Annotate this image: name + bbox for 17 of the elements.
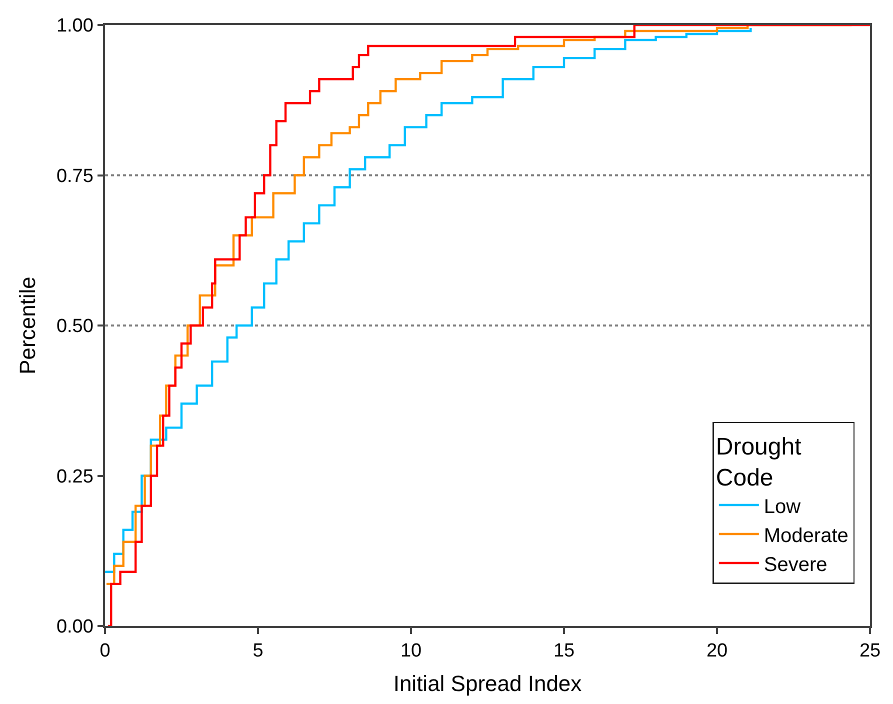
y-tick-label: 0.00: [56, 616, 94, 638]
x-tick-label: 25: [859, 640, 881, 662]
legend-title: Drought Code: [716, 433, 802, 492]
y-tick-label: 0.75: [56, 166, 94, 187]
x-tick-label: 15: [553, 640, 575, 662]
x-tick-label: 0: [100, 640, 110, 662]
y-tick-label: 1.00: [56, 16, 94, 37]
y-tick-label: 0.50: [56, 316, 94, 338]
legend-label: Moderate: [764, 524, 848, 547]
y-tick-label: 0.25: [56, 466, 94, 488]
x-tick-label: 20: [706, 640, 728, 662]
x-tick-label: 5: [252, 640, 264, 662]
legend-label: Severe: [764, 554, 828, 576]
y-axis-title: Percentile: [14, 276, 40, 374]
legend-label: Low: [764, 496, 802, 518]
x-tick-label: 10: [400, 640, 422, 662]
x-axis-title: Initial Spread Index: [393, 670, 582, 696]
